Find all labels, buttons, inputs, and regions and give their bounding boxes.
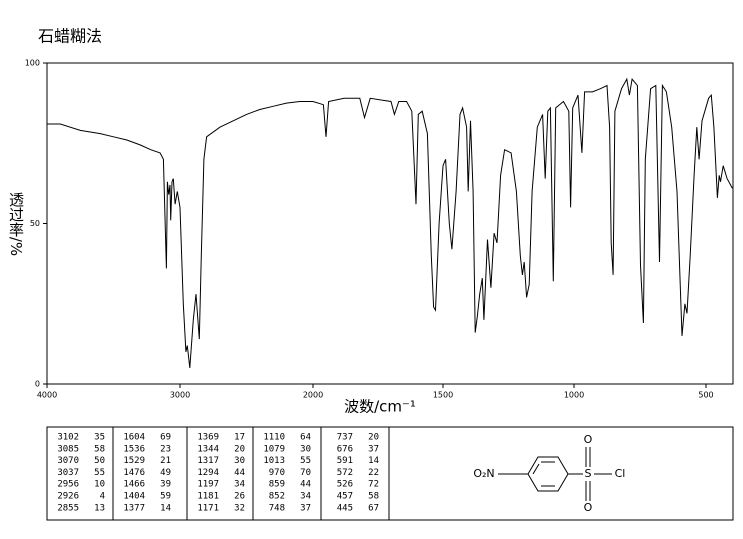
peak-wavenumber: 970 <box>269 468 285 478</box>
peak-wavenumber: 1536 <box>123 444 145 454</box>
peak-intensity: 49 <box>160 468 171 478</box>
atom-label: O <box>584 433 593 446</box>
peak-intensity: 39 <box>160 480 171 490</box>
peak-intensity: 22 <box>368 468 379 478</box>
atom-label: O <box>584 501 593 514</box>
peak-intensity: 37 <box>300 503 311 513</box>
peak-wavenumber: 1197 <box>197 480 219 490</box>
y-tick-label: 0 <box>35 380 40 389</box>
x-tick-label: 2000 <box>303 391 323 400</box>
peak-wavenumber: 572 <box>337 468 353 478</box>
x-tick-label: 500 <box>698 391 713 400</box>
peak-wavenumber: 1181 <box>197 492 219 502</box>
peak-wavenumber: 1317 <box>197 456 219 466</box>
peak-intensity: 55 <box>300 456 311 466</box>
peak-intensity: 32 <box>234 503 245 513</box>
peak-wavenumber: 748 <box>269 503 285 513</box>
peak-wavenumber: 2956 <box>57 480 79 490</box>
x-tick-label: 1000 <box>564 391 584 400</box>
peak-intensity: 14 <box>368 456 379 466</box>
peak-wavenumber: 3037 <box>57 468 79 478</box>
peak-intensity: 58 <box>94 444 105 454</box>
peak-wavenumber: 1604 <box>123 433 145 443</box>
peak-intensity: 64 <box>300 433 311 443</box>
peak-wavenumber: 526 <box>337 480 353 490</box>
peak-wavenumber: 1466 <box>123 480 145 490</box>
y-axis-label: 透过率/% <box>7 192 25 256</box>
peak-wavenumber: 1294 <box>197 468 219 478</box>
peak-intensity: 50 <box>94 456 105 466</box>
peak-intensity: 20 <box>368 433 379 443</box>
peak-intensity: 59 <box>160 492 171 502</box>
peak-intensity: 44 <box>300 480 311 490</box>
peak-wavenumber: 1404 <box>123 492 145 502</box>
peak-wavenumber: 1476 <box>123 468 145 478</box>
peak-intensity: 70 <box>300 468 311 478</box>
peak-intensity: 20 <box>234 444 245 454</box>
peak-intensity: 21 <box>160 456 171 466</box>
peak-wavenumber: 1377 <box>123 503 145 513</box>
peak-intensity: 37 <box>368 444 379 454</box>
peak-intensity: 30 <box>300 444 311 454</box>
y-tick-label: 100 <box>25 59 40 68</box>
atom-label: S <box>585 467 592 480</box>
peak-wavenumber: 1171 <box>197 503 219 513</box>
peak-wavenumber: 1369 <box>197 433 219 443</box>
peak-wavenumber: 737 <box>337 433 353 443</box>
peak-wavenumber: 859 <box>269 480 285 490</box>
peak-wavenumber: 1344 <box>197 444 219 454</box>
x-tick-label: 1500 <box>433 391 453 400</box>
peak-intensity: 10 <box>94 480 105 490</box>
peak-intensity: 13 <box>94 503 105 513</box>
peak-wavenumber: 1529 <box>123 456 145 466</box>
peak-wavenumber: 676 <box>337 444 353 454</box>
peak-wavenumber: 1110 <box>263 433 285 443</box>
peak-intensity: 17 <box>234 433 245 443</box>
table-frame <box>46 426 734 521</box>
peak-wavenumber: 457 <box>337 492 353 502</box>
peak-intensity: 67 <box>368 503 379 513</box>
peak-wavenumber: 3070 <box>57 456 79 466</box>
atom-label: O₂N <box>473 467 494 480</box>
peak-intensity: 69 <box>160 433 171 443</box>
x-axis-label: 波数/cm⁻¹ <box>344 398 416 416</box>
structure <box>498 447 612 501</box>
chart-title: 石蜡糊法 <box>38 27 102 46</box>
peak-intensity: 30 <box>234 456 245 466</box>
peak-intensity: 23 <box>160 444 171 454</box>
peak-intensity: 58 <box>368 492 379 502</box>
peak-intensity: 34 <box>300 492 311 502</box>
peak-intensity: 34 <box>234 480 245 490</box>
peak-wavenumber: 3102 <box>57 433 79 443</box>
peak-wavenumber: 1079 <box>263 444 285 454</box>
peak-intensity: 55 <box>94 468 105 478</box>
peak-wavenumber: 852 <box>269 492 285 502</box>
peak-intensity: 72 <box>368 480 379 490</box>
x-tick-label: 4000 <box>37 391 57 400</box>
peak-wavenumber: 2855 <box>57 503 79 513</box>
peak-wavenumber: 2926 <box>57 492 79 502</box>
x-tick-label: 3000 <box>170 391 190 400</box>
peak-intensity: 14 <box>160 503 171 513</box>
plot-frame <box>46 62 734 385</box>
peak-intensity: 4 <box>100 492 105 502</box>
peak-wavenumber: 3085 <box>57 444 79 454</box>
bond <box>532 463 540 475</box>
peak-wavenumber: 591 <box>337 456 353 466</box>
peak-intensity: 35 <box>94 433 105 443</box>
peak-intensity: 26 <box>234 492 245 502</box>
y-tick-label: 50 <box>30 219 40 228</box>
peak-wavenumber: 1013 <box>263 456 285 466</box>
peak-intensity: 44 <box>234 468 245 478</box>
atom-label: Cl <box>615 467 626 480</box>
peak-wavenumber: 445 <box>337 503 353 513</box>
spectrum-line <box>47 77 733 368</box>
